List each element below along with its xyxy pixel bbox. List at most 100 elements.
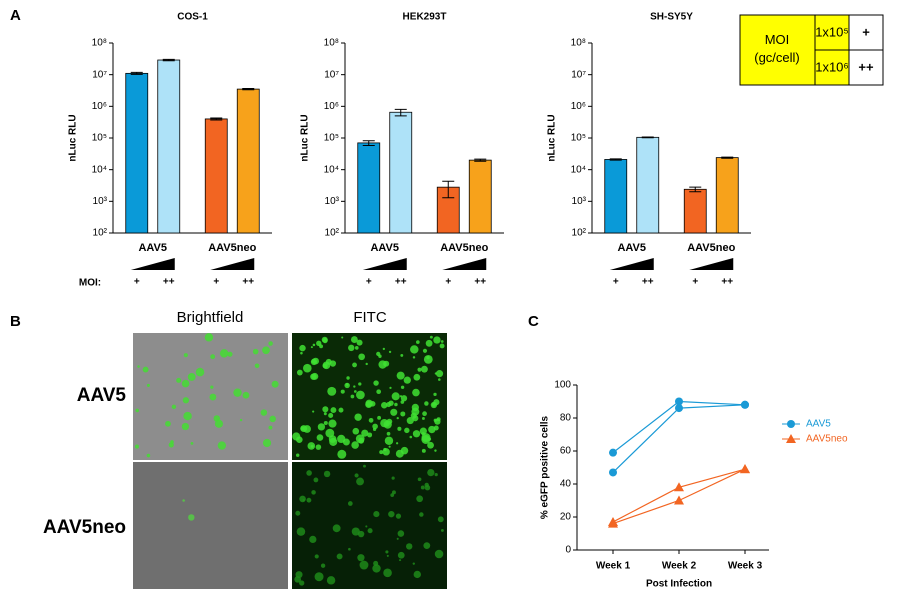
marker	[608, 518, 618, 528]
y-tick-label: 10²	[572, 228, 587, 239]
cell-spot	[421, 432, 425, 436]
cell-spot	[300, 426, 305, 431]
cell-spot	[214, 419, 224, 428]
table-header: MOI (gc/cell)	[754, 32, 800, 65]
error-bar	[362, 140, 375, 146]
cell-spot	[146, 453, 151, 458]
chart-title: SH-SY5Y	[650, 12, 693, 23]
marker	[674, 495, 684, 505]
cell-spot	[386, 554, 389, 557]
cell-spot	[352, 362, 357, 368]
cell-spot	[411, 407, 420, 416]
cell-spot	[406, 543, 413, 550]
cell-spot	[439, 343, 445, 349]
legend-label: ++	[163, 277, 175, 288]
y-tick-label: 10⁶	[571, 101, 586, 112]
table-cell-text: 1x10⁵	[815, 24, 849, 39]
cell-spot	[404, 427, 410, 434]
cell-spot	[434, 549, 444, 559]
cell-spot	[383, 360, 390, 367]
cell-spot	[210, 385, 214, 389]
cell-spot	[422, 417, 425, 420]
cell-spot	[268, 341, 273, 346]
error-bar	[474, 158, 487, 162]
cell-spot	[315, 444, 322, 450]
bar	[683, 188, 707, 234]
marker	[675, 404, 683, 413]
moi-ramp	[210, 258, 255, 270]
cell-spot	[341, 336, 344, 339]
cell-spot	[314, 572, 324, 582]
cell-spot	[425, 339, 433, 347]
cell-spot	[332, 524, 341, 533]
cell-spot	[417, 367, 422, 372]
cell-spot	[422, 411, 427, 417]
cell-spot	[437, 516, 444, 523]
column-label: Brightfield	[177, 309, 244, 326]
cell-spot	[351, 441, 359, 449]
cell-spot	[183, 411, 192, 421]
cell-spot	[400, 385, 405, 390]
y-axis-label: nLuc RLU	[68, 114, 79, 161]
legend-label: ++	[642, 277, 654, 288]
cell-spot	[373, 511, 380, 518]
cell-spot	[299, 495, 306, 503]
cell-spot	[413, 373, 421, 381]
cell-spot	[316, 340, 322, 346]
cell-spot	[391, 476, 395, 480]
cell-spot	[336, 553, 343, 560]
cell-spot	[386, 431, 391, 436]
cell-spot	[134, 444, 140, 449]
cell-spot	[382, 448, 390, 456]
x-tick-label: AAV5	[138, 242, 167, 254]
y-tick-label: 60	[560, 446, 572, 457]
cell-spot	[338, 407, 344, 413]
error-bar	[721, 156, 734, 159]
legend-label: +	[692, 277, 698, 288]
cell-spot	[262, 346, 270, 355]
error-bar	[442, 180, 455, 199]
table-cell-text: +	[862, 24, 870, 39]
moi-ramp	[362, 258, 407, 270]
y-tick-label: 10⁸	[571, 38, 586, 49]
cell-spot	[181, 379, 190, 388]
cell-spot	[382, 347, 385, 351]
cell-spot	[421, 448, 426, 453]
y-axis-label: nLuc RLU	[547, 114, 558, 161]
cell-spot	[357, 530, 365, 538]
x-tick-label: AAV5	[370, 242, 399, 254]
cell-spot	[340, 389, 345, 394]
table-cell	[848, 49, 884, 86]
marker	[786, 434, 796, 443]
cell-spot	[356, 390, 365, 400]
cell-spot	[368, 417, 374, 423]
cell-spot	[424, 485, 431, 491]
cell-spot	[421, 365, 428, 373]
error-bar	[130, 71, 143, 75]
cell-spot	[353, 385, 356, 388]
x-tick-label: Week 3	[728, 561, 763, 572]
table-cell	[814, 49, 850, 86]
cell-spot	[423, 354, 433, 364]
legend-label: ++	[474, 277, 486, 288]
cell-spot	[413, 570, 421, 579]
y-tick-label: 10⁸	[92, 38, 107, 49]
x-tick-label: AAV5neo	[208, 242, 256, 254]
cell-spot	[419, 427, 427, 435]
cell-spot	[416, 495, 424, 503]
cell-spot	[397, 426, 402, 431]
cell-spot	[422, 348, 428, 353]
cell-spot	[327, 386, 337, 396]
cell-spot	[306, 497, 312, 503]
cell-spot	[352, 427, 360, 435]
cell-spot	[356, 477, 364, 486]
cell-spot	[440, 340, 444, 343]
cell-spot	[420, 485, 425, 490]
y-tick-label: 80	[560, 413, 572, 424]
cell-spot	[329, 437, 338, 446]
cell-spot	[353, 390, 357, 393]
cell-spot	[354, 413, 362, 421]
cell-spot	[397, 551, 405, 559]
legend-label: ++	[395, 277, 407, 288]
